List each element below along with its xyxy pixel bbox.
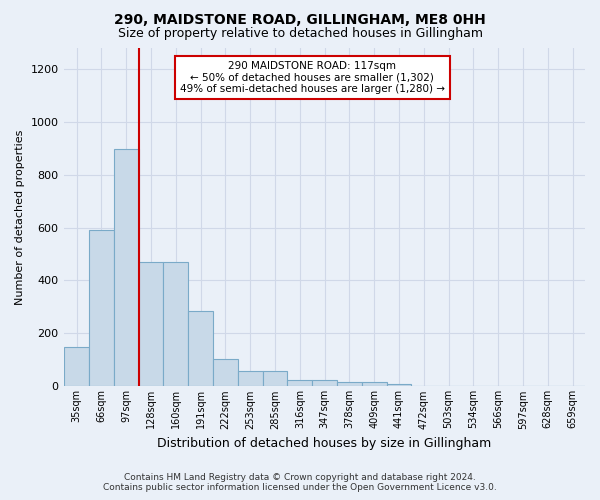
Bar xyxy=(163,262,188,386)
Bar xyxy=(89,230,114,386)
X-axis label: Distribution of detached houses by size in Gillingham: Distribution of detached houses by size … xyxy=(157,437,492,450)
Bar xyxy=(263,370,287,386)
Bar xyxy=(139,262,163,386)
Text: 290, MAIDSTONE ROAD, GILLINGHAM, ME8 0HH: 290, MAIDSTONE ROAD, GILLINGHAM, ME8 0HH xyxy=(114,12,486,26)
Y-axis label: Number of detached properties: Number of detached properties xyxy=(15,130,25,304)
Bar xyxy=(114,150,139,386)
Bar xyxy=(213,358,238,386)
Bar xyxy=(362,382,386,386)
Bar xyxy=(238,370,263,386)
Bar xyxy=(287,380,312,386)
Text: 290 MAIDSTONE ROAD: 117sqm
← 50% of detached houses are smaller (1,302)
49% of s: 290 MAIDSTONE ROAD: 117sqm ← 50% of deta… xyxy=(180,60,445,94)
Bar xyxy=(312,380,337,386)
Bar xyxy=(337,382,362,386)
Bar xyxy=(188,311,213,386)
Text: Contains HM Land Registry data © Crown copyright and database right 2024.
Contai: Contains HM Land Registry data © Crown c… xyxy=(103,473,497,492)
Text: Size of property relative to detached houses in Gillingham: Size of property relative to detached ho… xyxy=(118,28,482,40)
Bar xyxy=(64,346,89,387)
Bar xyxy=(386,384,412,386)
